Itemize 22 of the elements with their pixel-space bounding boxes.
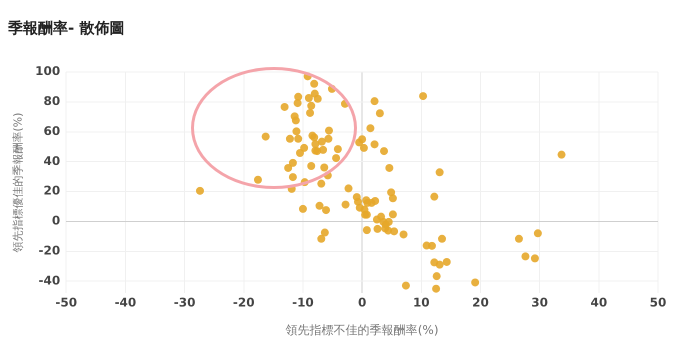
y-tick-label: -40 (38, 273, 60, 288)
y-tick-label: 20 (44, 184, 60, 198)
y-tick-label: 100 (35, 64, 60, 78)
y-axis-title: 領先指標優佳的季報酬率(%) (11, 112, 24, 253)
x-tick-label: -50 (55, 296, 78, 310)
x-tick-label: -20 (232, 296, 255, 310)
x-tick-label: -10 (292, 296, 314, 310)
y-tick-label: 80 (44, 94, 60, 108)
x-tick-label: -40 (114, 296, 136, 310)
y-tick-label: 60 (44, 124, 60, 138)
x-axis-title: 領先指標不佳的季報酬率(%) (286, 322, 439, 337)
x-tick-label: 40 (590, 296, 608, 310)
y-tick-label: 40 (44, 154, 60, 168)
x-tick-label: 50 (650, 296, 666, 310)
y-tick-label: 0 (52, 214, 60, 228)
y-tick-label: -20 (38, 243, 60, 258)
x-tick-label: 10 (412, 296, 430, 310)
x-tick-label: 30 (531, 296, 548, 310)
chart-title: 季報酬率- 散佈圖 (7, 18, 124, 37)
x-tick-label: -30 (174, 296, 196, 310)
x-tick-label: 0 (358, 296, 366, 310)
x-tick-label: 20 (472, 296, 489, 310)
